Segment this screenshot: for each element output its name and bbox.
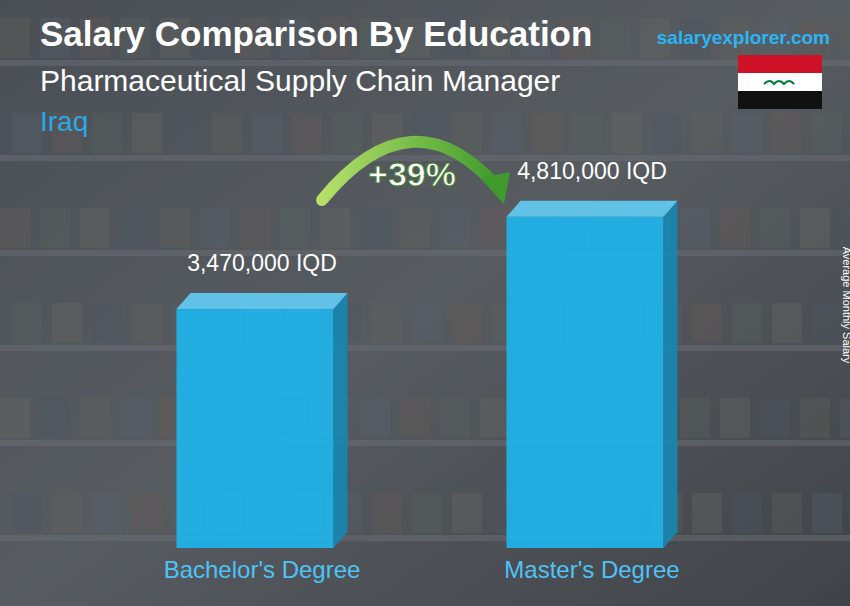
title: Salary Comparison By Education [40, 14, 592, 53]
data-label: 3,470,000 IQD [187, 250, 337, 276]
bar-top [177, 293, 348, 309]
growth-arrow [322, 142, 510, 204]
growth-label: +39% [368, 155, 456, 193]
background [0, 0, 850, 606]
bar [507, 201, 678, 548]
bars [177, 201, 678, 548]
subtitle: Pharmaceutical Supply Chain Manager [40, 64, 560, 97]
x-tick-label: Master's Degree [504, 556, 679, 583]
arrow-head [480, 172, 510, 204]
source: salaryexplorer.com [657, 27, 830, 48]
bar-front [177, 309, 334, 548]
flag-emblem [764, 81, 794, 84]
flag-stripe [738, 73, 822, 91]
bar-side [334, 293, 348, 548]
labels: 3,470,000 IQD Bachelor's Degree 4,810,000 … [164, 158, 680, 583]
bar-side [664, 201, 678, 548]
chart-svg: Salary Comparison By Education Pharmaceut… [0, 0, 850, 606]
page: Salary Comparison By Education Pharmaceut… [0, 0, 850, 606]
bar-top [507, 201, 678, 217]
flag-stripe [738, 91, 822, 109]
y-axis-label: Average Monthly Salary [841, 247, 850, 364]
chart-container: Salary Comparison By Education Pharmaceut… [0, 0, 850, 606]
bar [177, 293, 348, 548]
flag-stripe [738, 55, 822, 73]
background-dim [0, 0, 850, 606]
x-tick-label: Bachelor's Degree [164, 556, 361, 583]
bar-front [507, 217, 664, 548]
flag [738, 55, 822, 109]
country: Iraq [40, 106, 88, 137]
arrow-body [322, 142, 498, 200]
data-label: 4,810,000 IQD [517, 158, 667, 184]
